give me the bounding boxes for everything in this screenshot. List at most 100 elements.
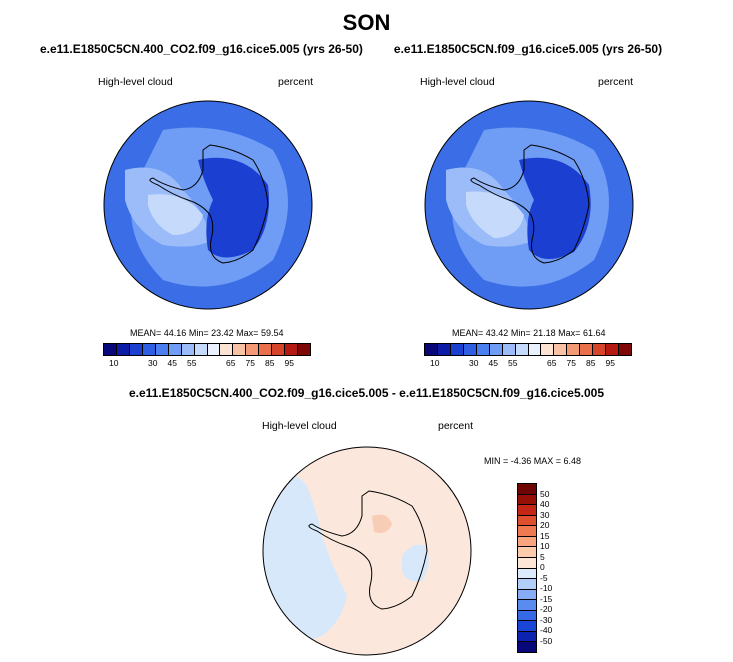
colorbar-swatch (518, 621, 536, 632)
diff-colorbar (517, 483, 537, 653)
left-mean-value: 44.16 (163, 328, 187, 338)
left-panel-map (103, 100, 313, 310)
colorbar-swatch (181, 344, 195, 355)
colorbar-swatch (606, 344, 620, 355)
dark-cloud-region (519, 157, 591, 260)
right-min-label: Min= (510, 328, 531, 338)
pale-cloud-region (466, 191, 524, 238)
season-title: SON (342, 10, 391, 35)
right-max-label: Max= (558, 328, 581, 338)
left-colorbar (103, 343, 311, 356)
colorbar-swatch (518, 557, 536, 569)
positive-difference-patch (372, 514, 392, 533)
colorbar-swatch (246, 344, 260, 355)
colorbar-tick-label: 5 (540, 551, 545, 562)
colorbar-tick-label: 10 (540, 541, 550, 551)
right-panel-title: e.e11.E1850C5CN.f09_g16.cice5.005 (yrs 2… (393, 42, 663, 56)
colorbar-swatch (116, 344, 130, 355)
colorbar-swatch (567, 344, 581, 355)
colorbar-tick-label: 10 (109, 358, 119, 368)
colorbar-swatch (463, 344, 477, 355)
right-panel-variable: High-level cloud (420, 76, 495, 88)
diff-panel-title: e.e11.E1850C5CN.400_CO2.f09_g16.cice5.00… (128, 386, 604, 400)
colorbar-tick-label: -5 (540, 572, 548, 583)
antarctica-coastline (470, 144, 590, 264)
left-min-label: Min= (188, 328, 209, 338)
right-colorbar-ticks: 10 30 45 55 65 75 85 95 (425, 358, 620, 368)
colorbar-tick-label: 75 (566, 358, 576, 368)
colorbar-tick-label (202, 358, 222, 368)
left-panel-stats: MEAN= 44.16 Min= 23.42 Max= 59.54 (130, 328, 283, 338)
left-colorbar-ticks: 10 30 45 55 65 75 85 95 (104, 358, 299, 368)
colorbar-tick-label: 30 (540, 509, 550, 520)
colorbar-tick-label: 85 (265, 358, 275, 368)
colorbar-tick-label: 85 (586, 358, 596, 368)
colorbar-swatch (298, 344, 310, 355)
colorbar-tick-label: 0 (540, 562, 545, 572)
colorbar-tick-label (124, 358, 144, 368)
colorbar-swatch (528, 344, 542, 355)
colorbar-tick-label: 95 (284, 358, 294, 368)
colorbar-swatch (272, 344, 286, 355)
colorbar-swatch (518, 526, 536, 537)
colorbar-swatch (233, 344, 247, 355)
colorbar-tick-label: 20 (540, 520, 550, 530)
colorbar-tick-label: -40 (540, 625, 553, 635)
diff-colorbar-ticks: 50 40 30 20 15 10 5 0 -5 -10 -15 -20 -30 -40 -50 (540, 483, 570, 651)
antarctica-coastline (308, 490, 428, 610)
right-mean-label: MEAN= (452, 328, 484, 338)
colorbar-tick-label: 45 (488, 358, 498, 368)
colorbar-swatch (515, 344, 529, 355)
colorbar-swatch (518, 642, 536, 652)
right-panel-map (424, 100, 634, 310)
left-panel-units: percent (278, 76, 314, 88)
right-mean-value: 43.42 (485, 328, 509, 338)
pale-cloud-region (148, 194, 203, 235)
colorbar-swatch (518, 568, 536, 580)
colorbar-swatch (518, 494, 536, 506)
colorbar-swatch (518, 515, 536, 527)
colorbar-tick-label: 75 (245, 358, 255, 368)
colorbar-tick-label: 30 (148, 358, 158, 368)
colorbar-swatch (518, 536, 536, 548)
colorbar-swatch (142, 344, 156, 355)
colorbar-tick-label: 65 (226, 358, 236, 368)
colorbar-swatch (450, 344, 464, 355)
colorbar-swatch (502, 344, 516, 355)
colorbar-tick-label: 55 (508, 358, 518, 368)
colorbar-tick-label: -20 (540, 604, 553, 614)
colorbar-swatch (168, 344, 182, 355)
colorbar-swatch (518, 579, 536, 590)
right-min-value: 21.18 (533, 328, 556, 338)
left-min-value: 23.42 (211, 328, 234, 338)
colorbar-tick-label: 30 (469, 358, 479, 368)
negative-difference-region (263, 472, 347, 655)
colorbar-tick-label: -30 (540, 614, 553, 625)
colorbar-tick-label: 45 (167, 358, 177, 368)
antarctica-coastline (149, 144, 269, 264)
left-max-label: Max= (236, 328, 259, 338)
colorbar-swatch (518, 589, 536, 601)
colorbar-swatch (129, 344, 143, 355)
colorbar-swatch (541, 344, 555, 355)
colorbar-swatch (518, 547, 536, 558)
colorbar-tick-label (445, 358, 465, 368)
colorbar-swatch (220, 344, 234, 355)
colorbar-tick-label: -15 (540, 593, 553, 604)
colorbar-swatch (619, 344, 631, 355)
right-max-value: 61.64 (582, 328, 606, 338)
left-mean-label: MEAN= (130, 328, 162, 338)
colorbar-swatch (580, 344, 594, 355)
colorbar-tick-label: 55 (187, 358, 197, 368)
diff-panel-units: percent (438, 420, 474, 432)
colorbar-swatch (194, 344, 208, 355)
colorbar-tick-label: -50 (540, 635, 553, 646)
colorbar-tick-label: 50 (540, 488, 550, 499)
colorbar-tick-label: 15 (540, 530, 550, 541)
colorbar-tick-label: 95 (605, 358, 615, 368)
left-max-value: 59.54 (260, 328, 284, 338)
diff-panel-variable: High-level cloud (262, 420, 337, 432)
colorbar-swatch (104, 344, 117, 355)
colorbar-swatch (207, 344, 221, 355)
colorbar-tick-label: 65 (547, 358, 557, 368)
